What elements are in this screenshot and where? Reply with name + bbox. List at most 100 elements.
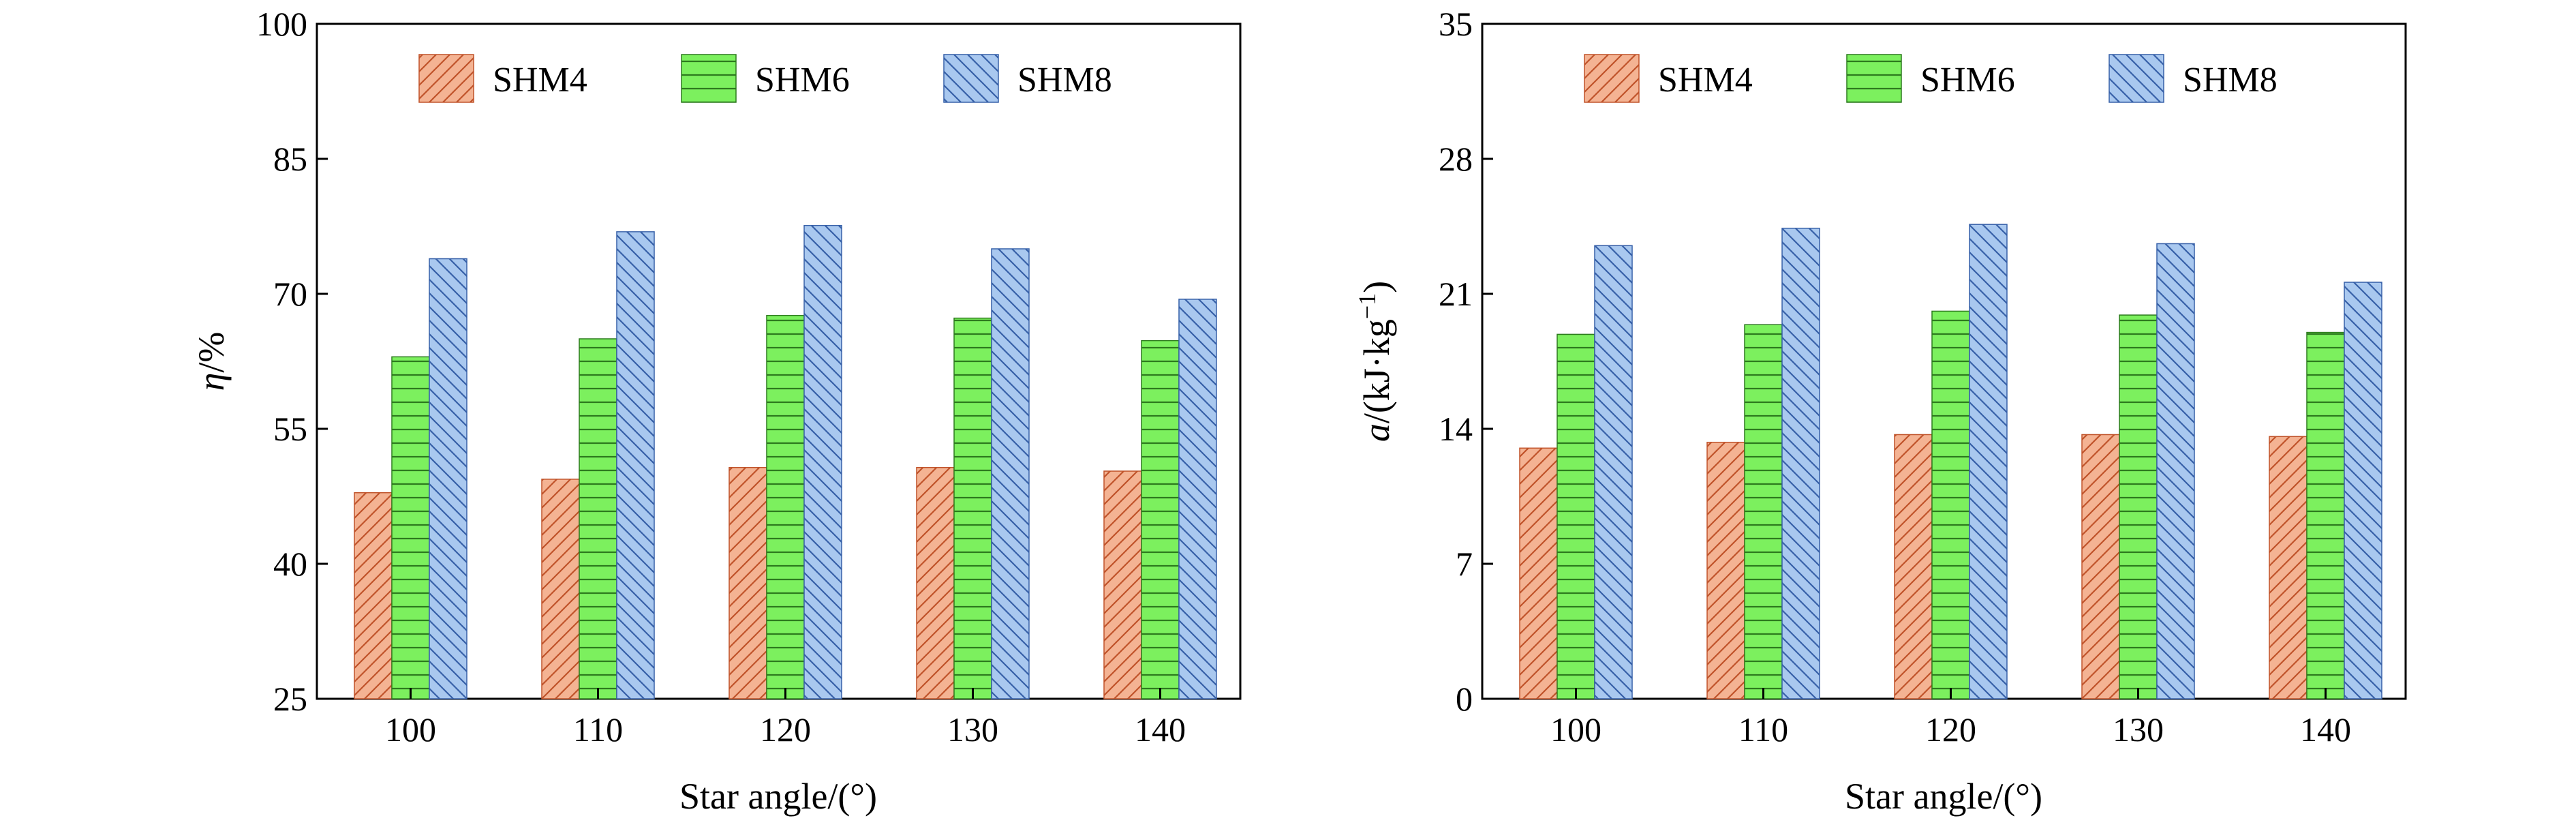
y-tick: 0 — [1456, 680, 1493, 718]
bar-shm4-100 — [354, 492, 393, 699]
y-tick-label: 14 — [1439, 410, 1473, 448]
legend-item-shm4: SHM4 — [1584, 54, 1753, 103]
x-tick-label: 130 — [2113, 710, 2164, 749]
x-tick: 120 — [1925, 688, 1976, 749]
legend-swatch — [2109, 54, 2164, 103]
bar-shm8-110 — [616, 231, 655, 699]
legend-swatch — [418, 54, 474, 103]
bar-shm6-140 — [2306, 331, 2345, 699]
y-axis-unit-sup-right: −1 — [1353, 293, 1381, 319]
x-ticks-left: 100 110 120 130 140 — [385, 688, 1186, 749]
y-tick-label: 55 — [273, 410, 307, 448]
legend-left: SHM4 SHM6 SHM8 — [418, 54, 1112, 103]
x-tick-label: 120 — [760, 710, 811, 749]
x-tick: 100 — [385, 688, 436, 749]
bar-shm4-130 — [916, 467, 955, 699]
x-tick-label: 110 — [1738, 710, 1788, 749]
y-axis-unit-right: /(kJ·kg — [1356, 319, 1397, 423]
bar-shm6-110 — [579, 338, 617, 699]
bar-shm4-140 — [2269, 436, 2307, 699]
x-tick: 140 — [1135, 688, 1186, 749]
bar-shm4-100 — [1519, 447, 1558, 699]
y-axis-title-right: a/(kJ·kg−1) — [1353, 281, 1397, 442]
bar-shm4-110 — [1706, 442, 1745, 699]
x-tick: 130 — [947, 688, 998, 749]
x-axis-title-right: Star angle/(°) — [1845, 776, 2042, 817]
bar-shm8-100 — [1594, 245, 1633, 699]
bar-shm8-120 — [1969, 224, 2008, 699]
y-axis-title-left: η/% — [191, 332, 232, 391]
bar-shm6-130 — [953, 317, 992, 699]
x-tick: 120 — [760, 688, 811, 749]
x-tick-label: 120 — [1925, 710, 1976, 749]
bar-shm6-120 — [766, 314, 805, 699]
legend-right: SHM4 SHM6 SHM8 — [1584, 54, 2278, 103]
y-tick: 40 — [273, 545, 328, 583]
legend-item-shm8: SHM8 — [2109, 54, 2278, 103]
y-tick-label: 100 — [256, 5, 307, 43]
x-tick-label: 100 — [1550, 710, 1601, 749]
y-axis-symbol-right: a — [1356, 423, 1397, 442]
x-tick: 140 — [2300, 688, 2351, 749]
bar-shm8-140 — [2344, 282, 2382, 699]
x-axis-title-left: Star angle/(°) — [679, 776, 877, 817]
y-tick: 70 — [273, 275, 328, 313]
y-tick-label: 7 — [1456, 545, 1473, 583]
x-tick: 110 — [1738, 688, 1788, 749]
legend-item-shm6: SHM6 — [1846, 54, 2015, 103]
bar-shm8-130 — [2156, 243, 2195, 699]
y-tick: 28 — [1439, 140, 1493, 178]
bar-shm8-110 — [1781, 228, 1820, 699]
legend-label: SHM6 — [755, 61, 850, 100]
y-tick-label: 35 — [1439, 5, 1473, 43]
x-tick: 100 — [1550, 688, 1601, 749]
y-tick: 14 — [1439, 410, 1493, 448]
y-tick-label: 85 — [273, 140, 307, 178]
x-tick-label: 140 — [2300, 710, 2351, 749]
legend-label: SHM8 — [1017, 61, 1112, 100]
legend-swatch — [681, 54, 737, 103]
x-tick: 110 — [573, 688, 623, 749]
y-tick-label: 70 — [273, 275, 307, 313]
legend-label: SHM8 — [2183, 61, 2278, 100]
x-tick-label: 140 — [1135, 710, 1186, 749]
y-tick: 25 — [273, 680, 328, 718]
y-tick-label: 40 — [273, 545, 307, 583]
bar-shm6-100 — [391, 356, 430, 699]
bar-shm8-130 — [991, 248, 1030, 699]
x-tick: 130 — [2113, 688, 2164, 749]
x-tick-label: 100 — [385, 710, 436, 749]
y-axis-unit-left: /% — [191, 332, 232, 373]
bar-shm4-120 — [1894, 434, 1933, 699]
bar-shm6-120 — [1931, 310, 1970, 699]
bar-shm8-140 — [1178, 299, 1217, 699]
x-tick-label: 110 — [573, 710, 623, 749]
legend-label: SHM4 — [1658, 61, 1753, 100]
bars-left — [354, 224, 1217, 699]
legend-item-shm8: SHM8 — [943, 54, 1112, 103]
legend-item-shm6: SHM6 — [681, 54, 850, 103]
legend-label: SHM4 — [493, 61, 587, 100]
bars-right — [1519, 224, 2382, 699]
y-tick-label: 21 — [1439, 275, 1473, 313]
bar-shm4-110 — [541, 479, 580, 699]
legend-label: SHM6 — [1920, 61, 2015, 100]
bar-shm6-110 — [1744, 324, 1783, 699]
y-tick: 55 — [273, 410, 328, 448]
bar-shm6-130 — [2119, 314, 2158, 699]
bar-shm8-120 — [803, 224, 842, 699]
bar-shm8-100 — [429, 258, 467, 699]
y-tick-label: 0 — [1456, 680, 1473, 718]
bar-shm4-120 — [729, 467, 767, 699]
y-axis-symbol-left: η — [191, 373, 232, 391]
y-axis-unit-close-right: ) — [1356, 281, 1397, 293]
y-tick: 100 — [256, 5, 328, 43]
legend-item-shm4: SHM4 — [418, 54, 587, 103]
y-tick: 7 — [1456, 545, 1493, 583]
y-ticks-left: 25 40 55 70 85 100 — [256, 5, 328, 718]
y-tick: 35 — [1439, 5, 1493, 43]
bar-shm6-140 — [1141, 340, 1180, 699]
